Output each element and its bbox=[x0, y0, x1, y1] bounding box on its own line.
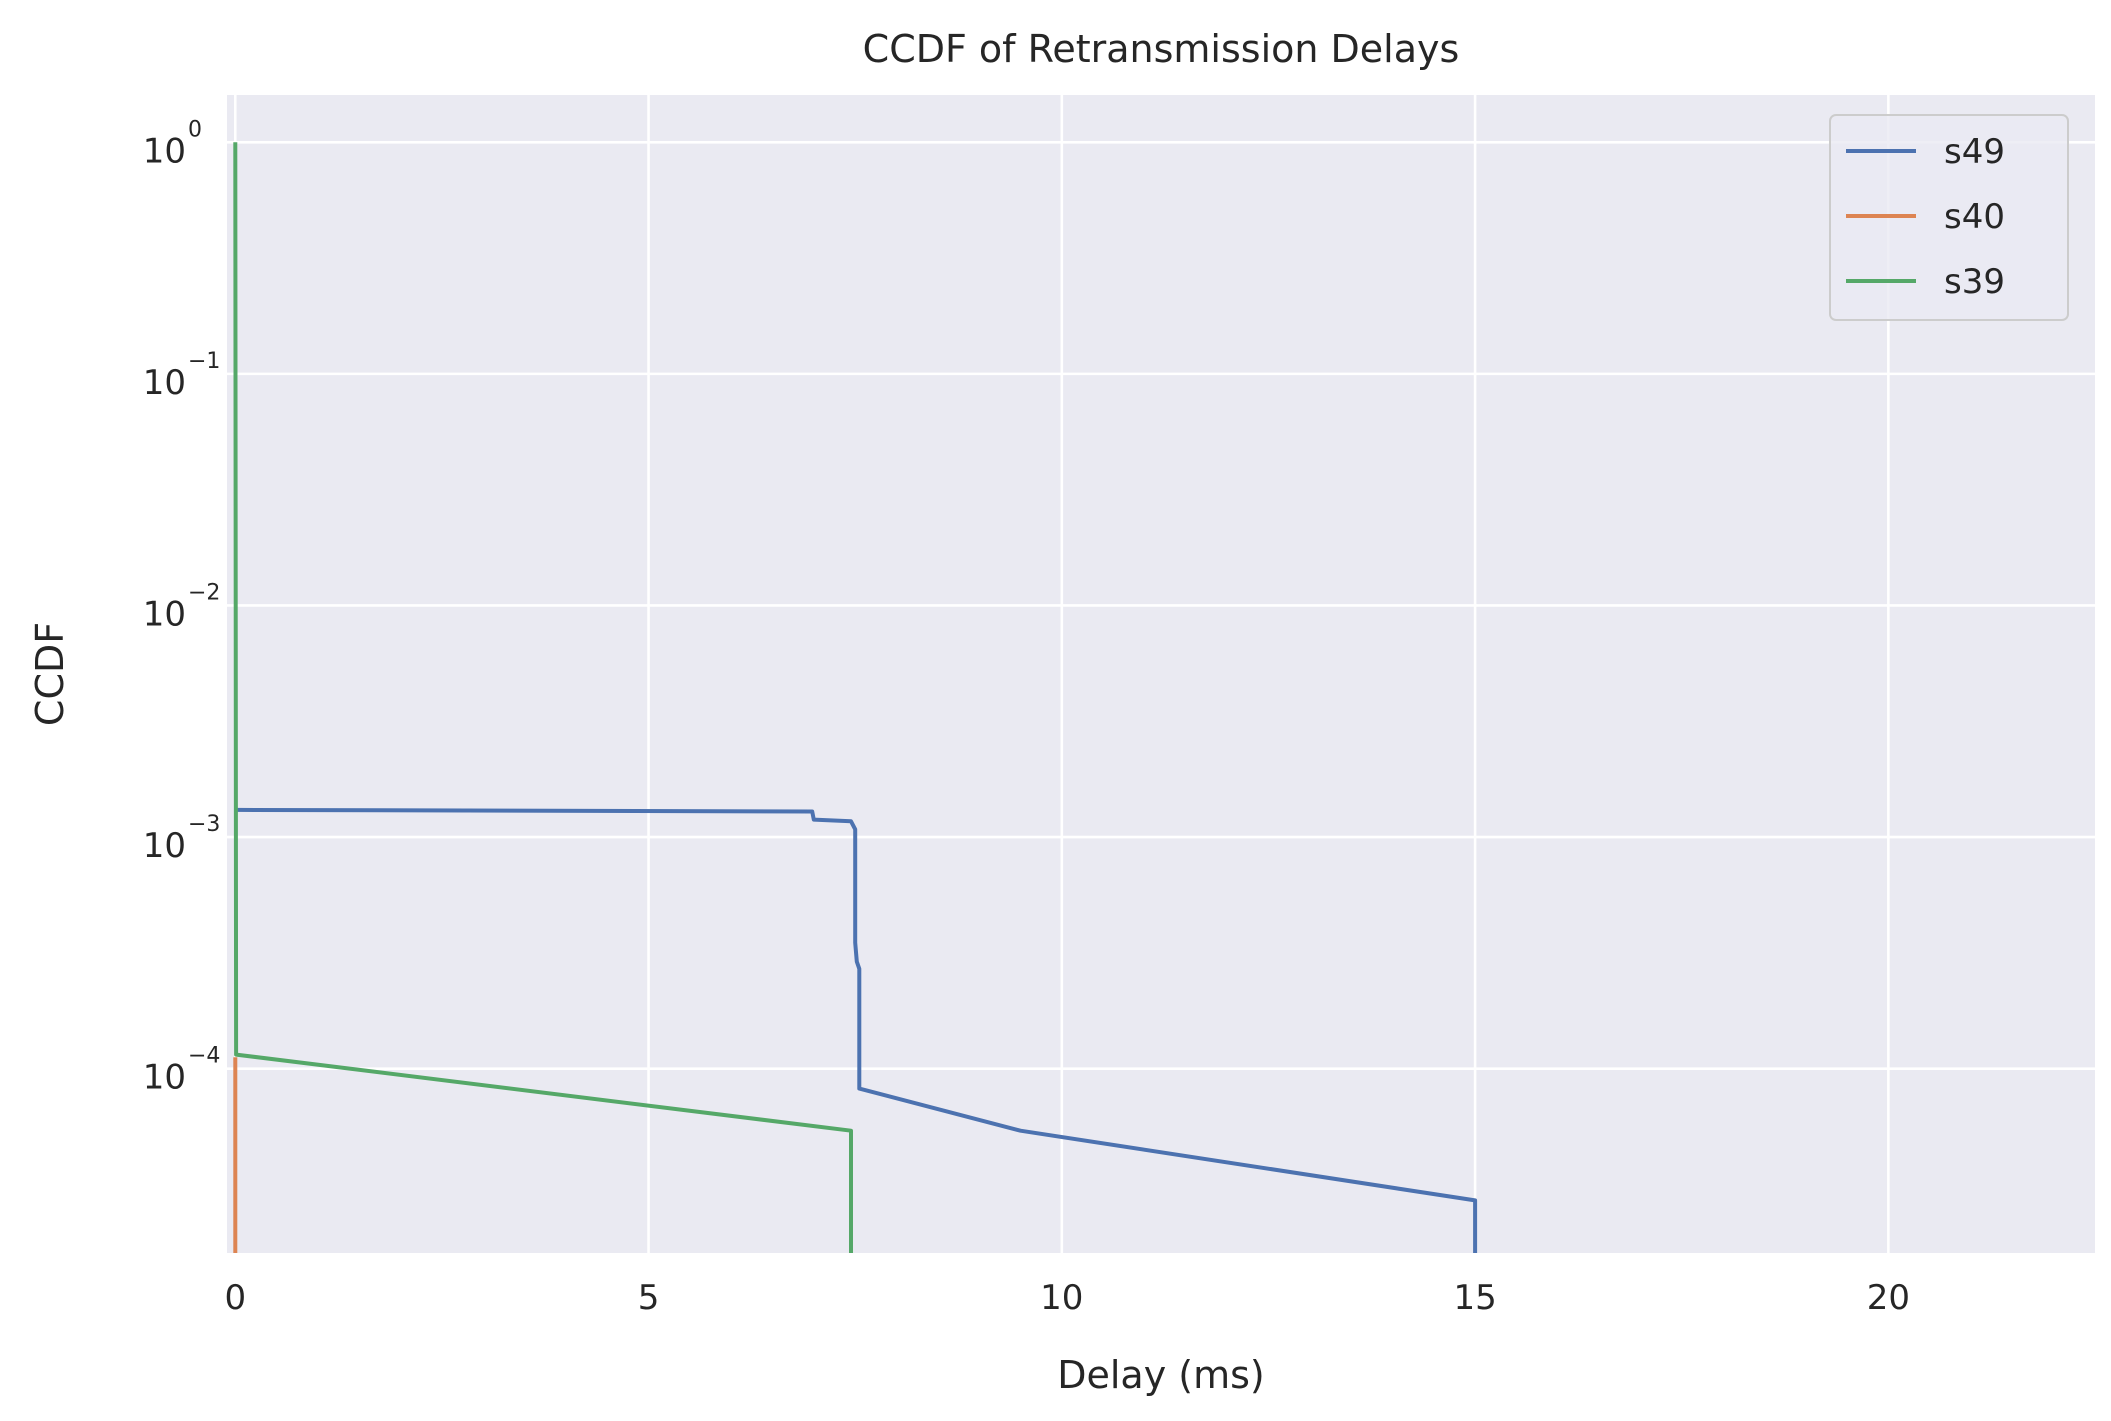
x-tick-label: 5 bbox=[638, 1278, 660, 1318]
x-tick-label: 10 bbox=[1040, 1278, 1083, 1318]
x-axis-label: Delay (ms) bbox=[1057, 1353, 1265, 1397]
plot-area bbox=[227, 95, 2095, 1253]
series-line-s49 bbox=[235, 807, 1478, 1253]
y-tick-label: 10 bbox=[143, 826, 186, 866]
legend: s49 s40 s39 bbox=[1829, 114, 2069, 321]
legend-label-s40: s40 bbox=[1944, 197, 2005, 237]
y-axis-label: CCDF bbox=[28, 622, 72, 726]
y-tick-exponent: −4 bbox=[188, 1044, 220, 1069]
y-tick-exponent: −3 bbox=[188, 812, 220, 837]
y-tick-label: 10 bbox=[143, 363, 186, 403]
grid bbox=[227, 95, 2095, 1253]
y-tick-exponent: −2 bbox=[188, 580, 220, 605]
series-lines bbox=[233, 142, 1478, 1253]
y-tick-label: 10 bbox=[143, 1058, 186, 1098]
chart-title: CCDF of Retransmission Delays bbox=[863, 27, 1460, 71]
x-tick-label: 20 bbox=[1867, 1278, 1910, 1318]
x-tick-label: 0 bbox=[224, 1278, 246, 1318]
y-tick-label: 10 bbox=[143, 131, 186, 171]
y-tick-label: 10 bbox=[143, 594, 186, 634]
y-tick-exponent: 0 bbox=[188, 117, 202, 142]
y-tick-exponent: −1 bbox=[188, 349, 220, 374]
series-line-s39 bbox=[233, 142, 853, 1253]
legend-label-s39: s39 bbox=[1944, 262, 2005, 302]
legend-box bbox=[1829, 114, 2069, 321]
x-tick-label: 15 bbox=[1453, 1278, 1496, 1318]
legend-label-s49: s49 bbox=[1944, 132, 2005, 172]
